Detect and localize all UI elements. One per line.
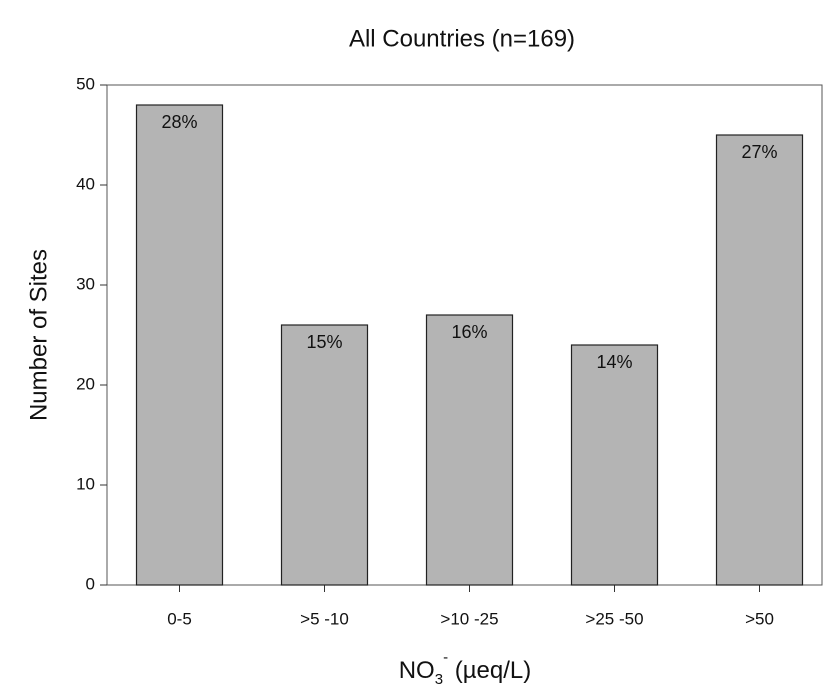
y-tick-label: 50: [76, 74, 95, 93]
y-tick-label: 30: [76, 274, 95, 293]
chart-title: All Countries (n=169): [349, 25, 575, 52]
bar: [425, 314, 514, 586]
y-axis-label: Number of Sites: [25, 249, 52, 421]
y-tick-label: 40: [76, 174, 95, 193]
bar: [135, 104, 224, 586]
bar-label: 27%: [741, 142, 777, 162]
x-tick-label: >25 -50: [585, 609, 643, 628]
bar-label: 14%: [596, 352, 632, 372]
y-tick-label: 10: [76, 474, 95, 493]
bar-label: 15%: [306, 332, 342, 352]
x-tick-label: >5 -10: [300, 609, 349, 628]
x-axis-label-sub: 3: [435, 671, 443, 688]
y-tick-label: 20: [76, 374, 95, 393]
x-axis-label-base: NO: [399, 657, 435, 684]
bar-label: 28%: [161, 112, 197, 132]
bar: [280, 324, 369, 586]
y-tick-label: 0: [86, 574, 95, 593]
bar: [715, 134, 804, 586]
x-axis-label-sup: -: [443, 649, 448, 666]
x-axis-label-rest: (µeq/L): [448, 657, 531, 684]
x-tick-label: 0-5: [167, 609, 192, 628]
x-axis-label: NO3- (µeq/L): [399, 649, 532, 688]
x-tick-label: >50: [745, 609, 774, 628]
bar: [570, 344, 659, 586]
x-tick-label: >10 -25: [440, 609, 498, 628]
bar-label: 16%: [451, 322, 487, 342]
